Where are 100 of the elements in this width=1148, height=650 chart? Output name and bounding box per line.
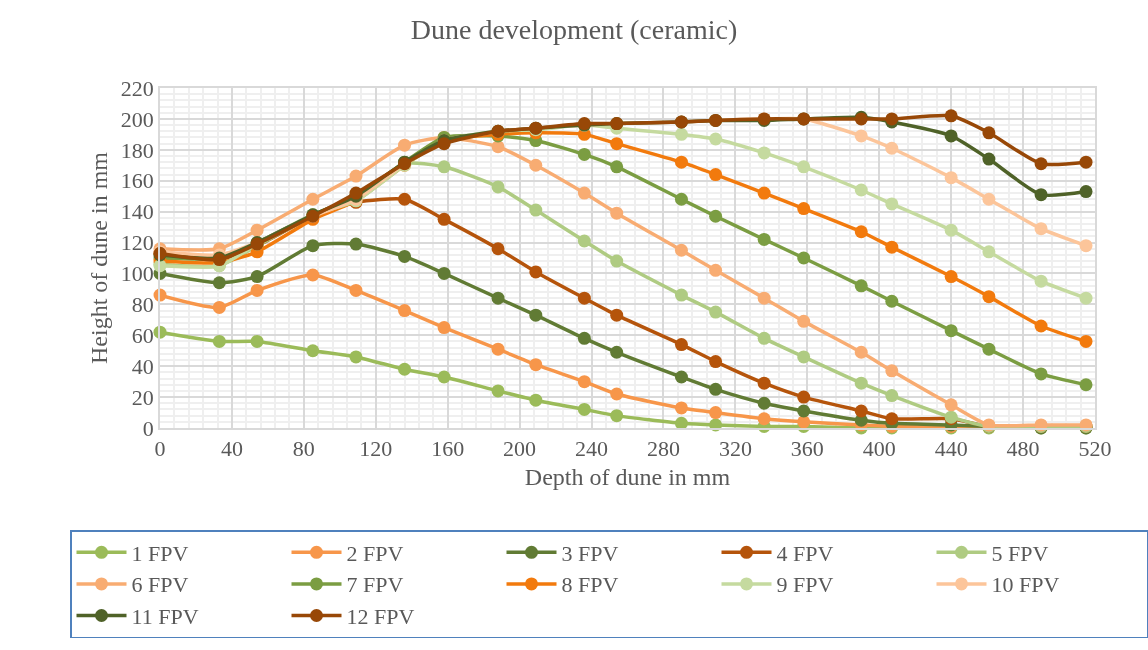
point	[529, 358, 543, 372]
y-tick-label: 140	[120, 199, 154, 225]
y-tick-label: 0	[142, 415, 154, 441]
point	[491, 342, 505, 356]
point	[757, 331, 771, 345]
y-tick-label: 40	[131, 353, 154, 379]
point	[797, 350, 811, 364]
point	[757, 376, 771, 390]
point	[944, 171, 958, 185]
point	[797, 314, 811, 328]
point	[491, 384, 505, 398]
point	[349, 169, 363, 183]
point	[982, 126, 996, 140]
point	[944, 398, 958, 412]
point	[797, 251, 811, 265]
y-tick-label: 100	[120, 261, 154, 287]
point	[797, 160, 811, 174]
point	[1034, 188, 1048, 202]
point	[674, 401, 688, 415]
point	[610, 409, 624, 423]
legend-label: 11 FPV	[131, 604, 199, 630]
x-tick-label: 360	[790, 436, 824, 462]
legend-label: 10 FPV	[991, 572, 1060, 598]
point	[854, 345, 868, 359]
point	[491, 242, 505, 256]
point	[610, 387, 624, 401]
x-tick-label: 480	[1006, 436, 1040, 462]
point	[797, 202, 811, 216]
legend-label: 8 FPV	[561, 572, 619, 598]
x-tick-label: 120	[359, 436, 393, 462]
point	[709, 209, 723, 223]
point	[674, 338, 688, 352]
point	[491, 140, 505, 154]
point	[757, 412, 771, 426]
point	[982, 245, 996, 259]
point	[757, 146, 771, 160]
point	[797, 404, 811, 418]
point	[944, 129, 958, 143]
point	[885, 389, 899, 403]
chart-title: Dune development (ceramic)	[410, 14, 738, 46]
point	[757, 232, 771, 246]
point	[529, 393, 543, 407]
point	[885, 197, 899, 211]
point	[944, 109, 958, 123]
point	[349, 237, 363, 251]
point	[757, 186, 771, 200]
point	[1079, 239, 1093, 253]
point	[1079, 185, 1093, 199]
point	[398, 192, 412, 206]
y-tick-label: 80	[131, 292, 154, 318]
y-tick-label: 200	[120, 106, 154, 132]
point	[1034, 222, 1048, 236]
point	[674, 155, 688, 169]
point	[577, 291, 591, 305]
point	[529, 308, 543, 322]
y-tick-label: 120	[120, 230, 154, 256]
legend-label: 12 FPV	[346, 604, 415, 630]
x-tick-label: 160	[431, 436, 465, 462]
point	[709, 263, 723, 277]
y-tick-label: 20	[131, 384, 154, 410]
point	[854, 183, 868, 197]
point	[885, 141, 899, 155]
point	[250, 270, 264, 284]
point	[674, 127, 688, 141]
y-tick-label: 160	[120, 168, 154, 194]
point	[250, 334, 264, 348]
y-axis-title: Height of dune in mm	[86, 151, 113, 364]
point	[610, 308, 624, 322]
point	[437, 370, 451, 384]
point	[349, 350, 363, 364]
point	[577, 402, 591, 416]
point	[1034, 274, 1048, 288]
point	[529, 265, 543, 279]
point	[306, 192, 320, 206]
legend-label: 3 FPV	[561, 540, 619, 566]
point	[491, 291, 505, 305]
point	[1034, 319, 1048, 333]
point	[577, 147, 591, 161]
point	[306, 239, 320, 253]
point	[885, 240, 899, 254]
point	[577, 331, 591, 345]
point	[797, 415, 811, 429]
legend-label: 2 FPV	[346, 540, 404, 566]
legend-label: 5 FPV	[991, 540, 1049, 566]
x-tick-label: 280	[646, 436, 680, 462]
point	[944, 324, 958, 338]
point	[674, 370, 688, 384]
point	[1079, 291, 1093, 305]
point	[610, 160, 624, 174]
point	[709, 382, 723, 396]
point	[437, 160, 451, 174]
point	[757, 396, 771, 410]
point	[398, 362, 412, 376]
point	[1079, 378, 1093, 392]
point	[1079, 334, 1093, 348]
point	[212, 300, 226, 314]
point	[709, 132, 723, 146]
point	[349, 283, 363, 297]
point	[1079, 155, 1093, 169]
legend-label: 6 FPV	[131, 572, 189, 598]
